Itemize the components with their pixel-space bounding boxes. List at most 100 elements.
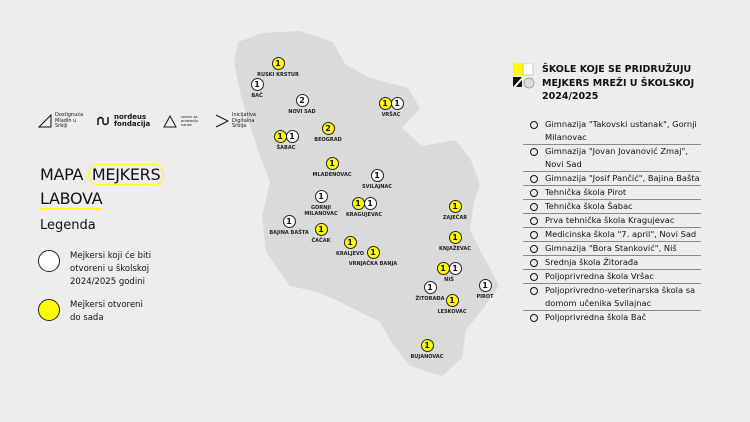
upcoming-maker-marker: 1 [448,261,462,275]
city-label: BAČ [251,93,263,99]
school-name: Srednja škola Žitorađa [545,257,639,267]
logo-nordeus: nordeus fondacija [97,114,150,128]
title-highlight: MEJKERS [87,164,165,185]
circle-icon [530,287,538,295]
circle-icon [530,203,538,211]
title-underline: LABOVA [40,189,103,210]
open-maker-marker: 1 [325,156,339,170]
school-item: Poljoprivredna škola Bač [523,311,701,324]
school-item: Medicinska škola "7. april", Novi Sad [523,228,701,242]
open-maker-marker: 1 [343,235,357,249]
open-maker-marker: 1 [436,261,450,275]
logo-centar: centar za promociju nauke [162,114,203,128]
open-maker-marker: 1 [271,56,285,70]
school-name: Poljoprivredna škola Bač [545,312,647,322]
logo-digitalna-srbija: Inicijativa Digitalna Srbija [215,112,258,130]
school-name: Gimnazija "Jovan Jovanović Zmaj", Novi S… [545,146,688,169]
school-item: Poljoprivredna škola Vršac [523,270,701,284]
upcoming-maker-marker: 1 [423,280,437,294]
upcoming-maker-marker: 1 [250,77,264,91]
city-label: BEOGRAD [314,137,342,143]
school-item: Prva tehnička škola Kragujevac [523,214,701,228]
school-name: Poljoprivredno-veterinarska škola sa dom… [545,285,696,308]
city-label: NIŠ [444,277,454,283]
upcoming-maker-marker: 1 [285,129,299,143]
city-label: VRNJAČKA BANJA [348,261,398,267]
open-maker-marker: 1 [448,199,462,213]
city-label: RUSKI KRSTUR [257,72,299,78]
school-item: Poljoprivredno-veterinarska škola sa dom… [523,284,701,311]
legend-item-upcoming: Mejkersi koji će biti otvoreni u školsko… [38,250,165,289]
school-item: Gimnazija "Josif Pančić", Bajina Bašta [523,172,701,186]
school-name: Prva tehnička škola Kragujevac [545,215,675,225]
schools-list: Gimnazija "Takovski ustanak", Gornji Mil… [523,118,701,324]
circle-icon [530,245,538,253]
mejkers-logo-icon [513,63,535,89]
page-title: MAPA MEJKERS LABOVA [40,163,165,211]
upcoming-maker-marker: 2 [295,93,309,107]
upcoming-maker-marker: 1 [478,278,492,292]
city-label: ŽITORAĐA [415,296,445,302]
city-label: KRAGUJEVAC [345,212,383,218]
schools-title: ŠKOLE KOJE SE PRIDRUŽUJU MEJKERS MREŽI U… [542,64,695,102]
school-item: Tehnička škola Šabac [523,200,701,214]
city-label: ČAČAK [311,238,331,244]
circle-icon [530,175,538,183]
school-item: Gimnazija "Takovski ustanak", Gornji Mil… [523,118,701,145]
city-label: SVILAJNAC [362,184,392,190]
school-item: Tehnička škola Pirot [523,186,701,200]
city-label: PIROT [476,294,494,300]
school-name: Gimnazija "Josif Pančić", Bajina Bašta [545,173,700,183]
open-maker-marker: 1 [314,222,328,236]
school-name: Tehnička škola Šabac [545,201,633,211]
upcoming-maker-marker: 1 [363,196,377,210]
circle-icon [530,148,538,156]
upcoming-maker-marker: 1 [314,189,328,203]
circle-icon [530,189,538,197]
open-maker-marker: 1 [351,196,365,210]
circle-icon [530,231,538,239]
circle-icon [530,217,538,225]
city-label: LESKOVAC [437,309,467,315]
school-name: Gimnazija "Bora Stanković", Niš [545,243,677,253]
school-name: Poljoprivredna škola Vršac [545,271,654,281]
circle-icon [530,121,538,129]
open-maker-marker: 1 [378,96,392,110]
city-label: ŠABAC [276,145,296,151]
partner-logos: Dostignuća Mladih u Srbiji nordeus fonda… [38,112,258,130]
city-label: GORNJI MILANOVAC [304,205,338,217]
school-item: Gimnazija "Jovan Jovanović Zmaj", Novi S… [523,145,701,172]
upcoming-maker-marker: 1 [370,168,384,182]
city-label: NOVI SAD [288,109,316,115]
school-item: Srednja škola Žitorađa [523,256,701,270]
nordeus-logo-icon [97,117,109,126]
legend-item-open: Mejkersi otvoreni do sada [38,299,150,325]
centar-logo-icon [163,115,177,128]
upcoming-maker-marker: 1 [390,96,404,110]
dostignuca-logo-icon [38,114,52,128]
open-maker-marker: 1 [445,293,459,307]
city-label: KNJAŽEVAC [439,246,471,252]
open-maker-marker: 1 [273,129,287,143]
school-name: Tehnička škola Pirot [545,187,627,197]
open-maker-marker: 1 [448,230,462,244]
city-label: MLADENOVAC [312,172,352,178]
circle-icon [530,314,538,322]
white-circle-icon [38,250,60,272]
upcoming-maker-marker: 1 [282,214,296,228]
city-label: ZAJEČAR [442,215,468,221]
open-maker-marker: 2 [321,121,335,135]
yellow-circle-icon [38,299,60,321]
circle-icon [530,259,538,267]
circle-icon [530,273,538,281]
school-name: Medicinska škola "7. april", Novi Sad [545,229,697,239]
school-item: Gimnazija "Bora Stanković", Niš [523,242,701,256]
legend-title: Legenda [40,218,96,233]
city-label: BAJINA BAŠTA [269,230,309,236]
digitalna-srbija-logo-icon [215,114,229,128]
schools-header: ŠKOLE KOJE SE PRIDRUŽUJU MEJKERS MREŽI U… [513,63,702,104]
city-label: VRŠAC [381,112,401,118]
school-name: Gimnazija "Takovski ustanak", Gornji Mil… [545,119,697,142]
open-maker-marker: 1 [366,245,380,259]
city-label: KRALJEVO [335,251,365,257]
